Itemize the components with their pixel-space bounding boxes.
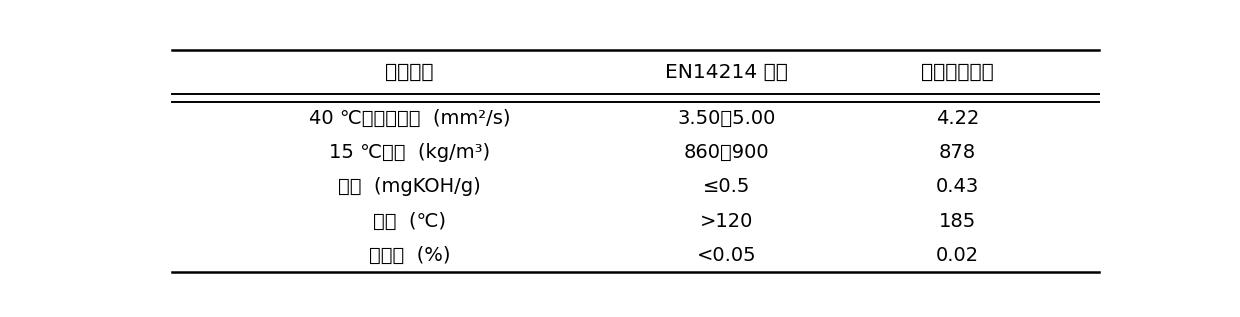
Text: <0.05: <0.05: [697, 246, 756, 265]
Text: 15 ℃密度  (kg/m³): 15 ℃密度 (kg/m³): [329, 143, 490, 162]
Text: >120: >120: [701, 212, 754, 230]
Text: 酸值  (mgKOH/g): 酸值 (mgKOH/g): [339, 178, 481, 197]
Text: 4.22: 4.22: [936, 109, 980, 128]
Text: 闪点  (℃): 闪点 (℃): [373, 212, 446, 230]
Text: EN14214 标准: EN14214 标准: [666, 63, 789, 82]
Text: 40 ℃动力学黏度  (mm²/s): 40 ℃动力学黏度 (mm²/s): [309, 109, 511, 128]
Text: 自制生物柴油: 自制生物柴油: [921, 63, 993, 82]
Text: 3.50～5.00: 3.50～5.00: [677, 109, 776, 128]
Text: 湿含量  (%): 湿含量 (%): [370, 246, 450, 265]
Text: 0.43: 0.43: [936, 178, 980, 197]
Text: 测试项目: 测试项目: [386, 63, 434, 82]
Text: ≤0.5: ≤0.5: [703, 178, 750, 197]
Text: 878: 878: [939, 143, 976, 162]
Text: 0.02: 0.02: [936, 246, 980, 265]
Text: 185: 185: [939, 212, 976, 230]
Text: 860～900: 860～900: [684, 143, 770, 162]
